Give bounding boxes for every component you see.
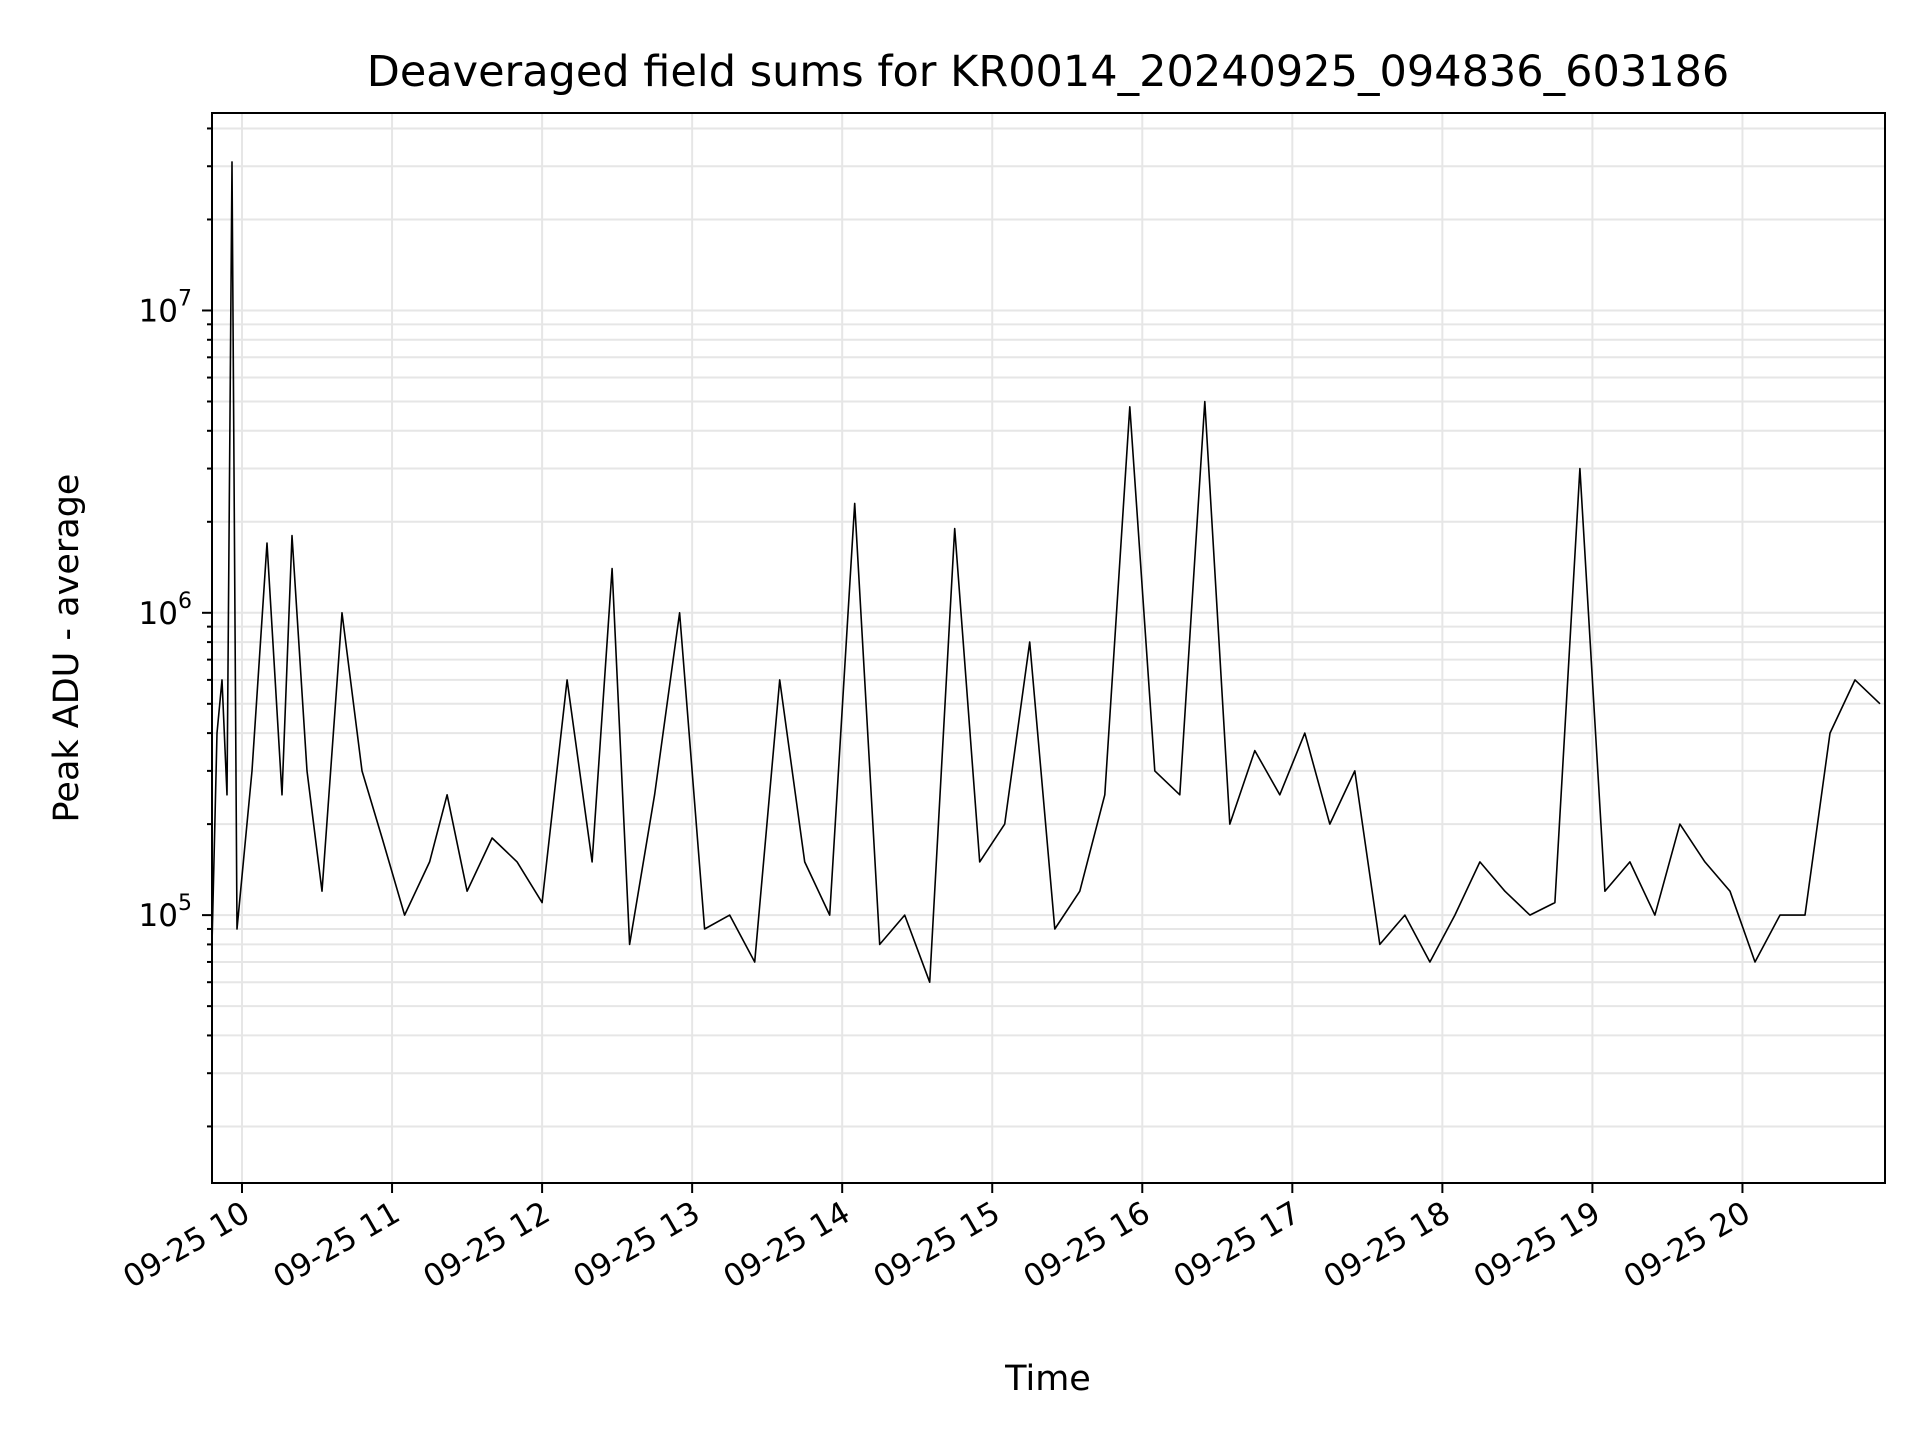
series-line [211, 161, 1881, 984]
y-tick-base: 10 [139, 596, 178, 632]
y-tick-base: 10 [139, 293, 178, 329]
y-tick-exponent: 6 [178, 589, 192, 614]
x-axis-label: Time [1004, 1359, 1091, 1399]
y-axis-label: Peak ADU - average [47, 474, 87, 823]
grid [212, 113, 1885, 1183]
plot-frame [211, 112, 1886, 1184]
y-tick-exponent: 7 [178, 286, 192, 311]
y-tick-base: 10 [139, 898, 178, 934]
chart-title: Deaveraged field sums for KR0014_2024092… [367, 47, 1730, 97]
y-tick-label: 106 [139, 589, 192, 632]
y-tick-exponent: 5 [178, 891, 192, 916]
y-tick-label: 105 [139, 891, 192, 934]
data-layer [211, 161, 1881, 984]
y-tick-label: 107 [139, 286, 192, 329]
